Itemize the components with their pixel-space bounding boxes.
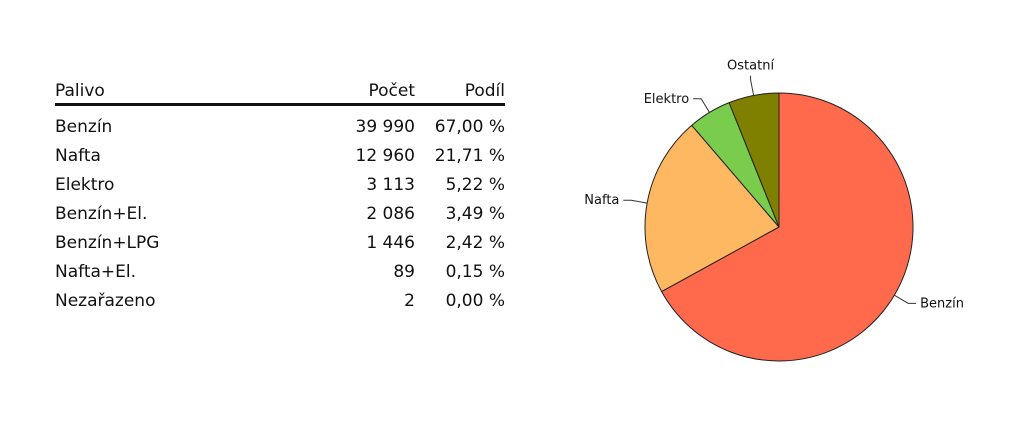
- pie-label: Ostatní: [727, 59, 774, 74]
- row-share: 67,00 %: [434, 116, 505, 137]
- fuel-table: Palivo Počet Podíl Benzín 39 990 67,00 %…: [55, 78, 505, 315]
- row-name: Benzín: [55, 116, 113, 137]
- row-share: 2,42 %: [445, 232, 505, 253]
- row-name: Nafta+El.: [55, 261, 137, 282]
- pie-label: Nafta: [584, 193, 619, 208]
- table-row: Benzín+El. 2 086 3,49 %: [55, 199, 505, 228]
- table-row: Benzín+LPG 1 446 2,42 %: [55, 228, 505, 257]
- pie-label: Benzín: [920, 296, 964, 311]
- table-row: Nafta+El. 89 0,15 %: [55, 257, 505, 286]
- row-share: 3,49 %: [445, 203, 505, 224]
- table-row: Elektro 3 113 5,22 %: [55, 170, 505, 199]
- row-count: 3 113: [366, 174, 415, 195]
- pie-chart-container: Benzín Nafta Elektro Ostatní: [560, 40, 1020, 380]
- pie-slice: [644, 124, 780, 293]
- row-name: Elektro: [55, 174, 115, 195]
- row-count: 39 990: [355, 116, 415, 137]
- table-header-row: Palivo Počet Podíl: [55, 78, 505, 106]
- row-name: Benzín+LPG: [55, 232, 160, 253]
- pie-leader-line: [750, 75, 755, 96]
- header-podil: Podíl: [415, 78, 505, 106]
- row-count: 1 446: [366, 232, 415, 253]
- table-row: Benzín 39 990 67,00 %: [55, 105, 505, 142]
- row-count: 12 960: [355, 145, 415, 166]
- row-share: 21,71 %: [434, 145, 505, 166]
- pie-leader-line: [894, 294, 917, 304]
- row-count: 89: [393, 261, 415, 282]
- row-name: Nezařazeno: [55, 290, 156, 311]
- header-palivo: Palivo: [55, 78, 305, 106]
- fuel-table-container: Palivo Počet Podíl Benzín 39 990 67,00 %…: [55, 78, 505, 315]
- pie-leader-line: [623, 199, 648, 204]
- pie-slice: [661, 92, 914, 362]
- row-share: 0,15 %: [445, 261, 505, 282]
- table-row: Nezařazeno 2 0,00 %: [55, 286, 505, 315]
- row-count: 2 086: [366, 203, 415, 224]
- pie-label: Elektro: [644, 92, 690, 107]
- row-name: Benzín+El.: [55, 203, 148, 224]
- pie-chart: Benzín Nafta Elektro Ostatní: [584, 59, 964, 362]
- row-name: Nafta: [55, 145, 101, 166]
- row-share: 0,00 %: [445, 290, 505, 311]
- row-count: 2: [404, 290, 415, 311]
- row-share: 5,22 %: [445, 174, 505, 195]
- pie-leader-line: [693, 98, 710, 113]
- header-pocet: Počet: [305, 78, 415, 106]
- table-row: Nafta 12 960 21,71 %: [55, 141, 505, 170]
